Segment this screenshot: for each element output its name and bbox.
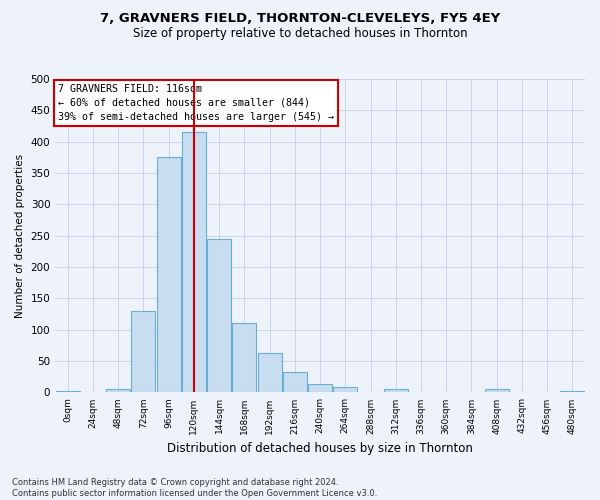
Bar: [106, 390, 130, 392]
Bar: [182, 132, 206, 392]
Text: Size of property relative to detached houses in Thornton: Size of property relative to detached ho…: [133, 28, 467, 40]
Text: 7 GRAVNERS FIELD: 116sqm
← 60% of detached houses are smaller (844)
39% of semi-: 7 GRAVNERS FIELD: 116sqm ← 60% of detach…: [58, 84, 334, 122]
Text: Contains HM Land Registry data © Crown copyright and database right 2024.
Contai: Contains HM Land Registry data © Crown c…: [12, 478, 377, 498]
Bar: [485, 390, 509, 392]
Bar: [334, 388, 357, 392]
Bar: [131, 311, 155, 392]
Bar: [207, 239, 231, 392]
Y-axis label: Number of detached properties: Number of detached properties: [15, 154, 25, 318]
Bar: [283, 372, 307, 392]
Bar: [232, 324, 256, 392]
Bar: [56, 390, 80, 392]
Bar: [257, 353, 281, 393]
Bar: [308, 384, 332, 392]
Bar: [157, 158, 181, 392]
Bar: [384, 390, 408, 392]
Bar: [560, 391, 584, 392]
Text: 7, GRAVNERS FIELD, THORNTON-CLEVELEYS, FY5 4EY: 7, GRAVNERS FIELD, THORNTON-CLEVELEYS, F…: [100, 12, 500, 26]
X-axis label: Distribution of detached houses by size in Thornton: Distribution of detached houses by size …: [167, 442, 473, 455]
